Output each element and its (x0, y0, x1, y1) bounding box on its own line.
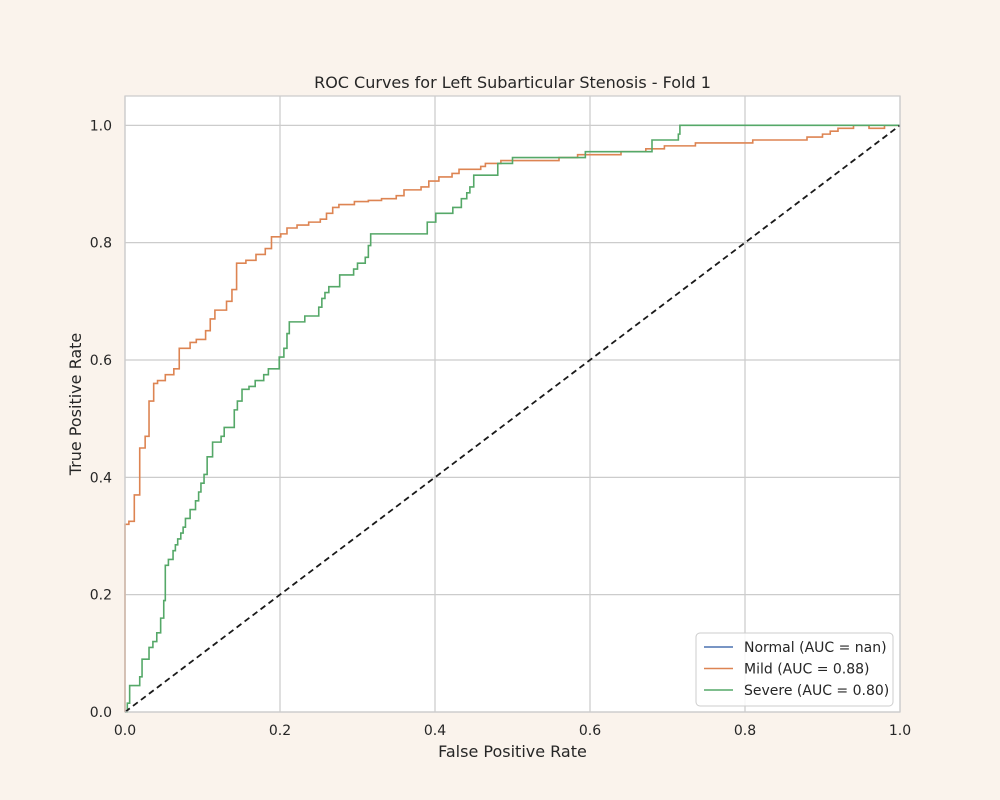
y-tick-label: 0.6 (90, 353, 112, 369)
x-tick-labels: 0.0 0.2 0.4 0.6 0.8 1.0 (114, 723, 911, 739)
legend-label: Severe (AUC = 0.80) (744, 683, 889, 699)
y-tick-label: 0.4 (90, 470, 112, 486)
x-axis-label: False Positive Rate (438, 742, 587, 761)
x-tick-label: 1.0 (889, 723, 911, 739)
chance-diagonal-line (124, 124, 901, 713)
y-tick-label: 0.2 (90, 588, 112, 604)
x-tick-label: 0.0 (114, 723, 136, 739)
series-line-severe (125, 124, 900, 713)
legend: Normal (AUC = nan) Mild (AUC = 0.88) Sever… (695, 632, 894, 707)
x-tick-label: 0.2 (269, 723, 291, 739)
legend-frame (695, 632, 894, 707)
legend-label: Normal (AUC = nan) (744, 640, 887, 656)
grid-lines (124, 96, 901, 713)
x-tick-label: 0.6 (579, 723, 601, 739)
legend-label: Mild (AUC = 0.88) (744, 662, 870, 678)
chart-title: ROC Curves for Left Subarticular Stenosi… (314, 73, 711, 92)
y-tick-label: 1.0 (90, 118, 112, 134)
plot-frame (124, 95, 901, 713)
x-tick-label: 0.8 (734, 723, 756, 739)
y-tick-labels: 0.0 0.2 0.4 0.6 0.8 1.0 (90, 118, 112, 721)
y-tick-label: 0.0 (90, 705, 112, 721)
series-layer (124, 124, 901, 713)
y-tick-label: 0.8 (90, 236, 112, 252)
y-axis-label: True Positive Rate (66, 333, 85, 477)
plot-area (125, 96, 900, 712)
series-line-mild (124, 124, 900, 712)
x-tick-label: 0.4 (424, 723, 446, 739)
